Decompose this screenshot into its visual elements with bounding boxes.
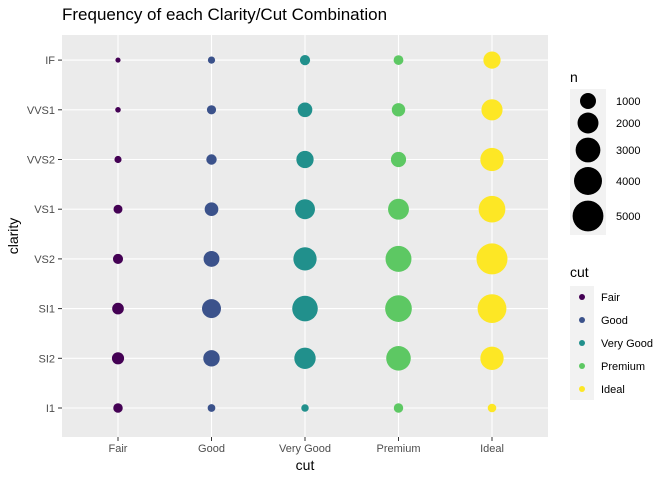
size-legend-title: n	[570, 69, 578, 85]
color-legend-key	[579, 340, 585, 346]
data-point	[207, 404, 216, 412]
data-point	[114, 155, 122, 164]
data-point	[477, 294, 507, 324]
data-point	[297, 102, 313, 118]
color-legend-label: Good	[601, 315, 628, 327]
x-tick-label: Premium	[376, 443, 420, 455]
y-tick-label: SI2	[38, 353, 55, 365]
x-axis-ticks: Fair Good Very Good Premium Ideal	[109, 437, 504, 455]
data-point	[206, 105, 217, 115]
size-legend-key	[577, 112, 599, 134]
data-point	[115, 107, 121, 113]
data-point	[292, 295, 318, 322]
data-point	[480, 346, 504, 370]
data-point	[299, 55, 311, 66]
data-point	[112, 302, 124, 315]
data-point	[483, 51, 501, 69]
color-legend-label: Fair	[601, 292, 620, 304]
size-legend-label: 1000	[616, 96, 640, 108]
data-point	[393, 55, 404, 65]
data-point	[207, 56, 216, 64]
color-legend-title: cut	[570, 264, 589, 280]
data-point	[296, 150, 314, 169]
color-legend-key	[579, 294, 585, 300]
data-point	[113, 204, 123, 214]
data-point	[203, 250, 220, 267]
color-legend-key	[579, 317, 585, 323]
data-point	[204, 202, 219, 217]
data-point	[112, 253, 124, 264]
y-tick-label: VVS1	[27, 105, 55, 117]
color-legend-label: Very Good	[601, 338, 653, 350]
data-point	[388, 198, 409, 220]
data-point	[391, 103, 406, 117]
size-legend-label: 3000	[616, 145, 640, 157]
data-point	[390, 151, 407, 168]
color-legend-key	[579, 363, 585, 369]
data-point	[487, 403, 497, 413]
data-point	[478, 195, 506, 223]
data-point	[385, 245, 412, 272]
size-legend-label: 5000	[616, 211, 640, 223]
color-legend-label: Ideal	[601, 384, 625, 396]
data-point	[393, 403, 404, 413]
data-point	[115, 57, 121, 63]
x-tick-label: Fair	[109, 443, 128, 455]
data-point	[481, 99, 503, 121]
size-legend-key	[575, 137, 601, 163]
y-tick-label: VS1	[34, 204, 55, 216]
data-point	[480, 147, 504, 172]
data-point	[113, 403, 123, 413]
color-legend-label: Premium	[601, 361, 645, 373]
y-tick-label: VS2	[34, 254, 55, 266]
x-axis-title: cut	[296, 457, 315, 473]
size-legend-key	[572, 200, 604, 232]
data-point	[202, 299, 221, 319]
y-axis-ticks: I1 SI2 SI1 VS2 VS1 VVS2 VVS1 IF	[27, 55, 62, 415]
data-point	[203, 350, 220, 367]
data-point	[476, 243, 508, 275]
color-legend: cut Fair Good Very Good Premium Ideal	[570, 264, 653, 400]
data-point	[206, 154, 217, 165]
size-legend-label: 4000	[616, 176, 640, 188]
size-legend-key	[580, 93, 596, 109]
x-tick-label: Ideal	[480, 443, 504, 455]
size-legend-key	[574, 167, 602, 195]
data-point	[294, 347, 316, 369]
color-legend-key	[579, 386, 585, 392]
y-tick-label: SI1	[38, 304, 55, 316]
y-tick-label: I1	[46, 403, 55, 415]
x-tick-label: Good	[198, 443, 225, 455]
size-legend-label: 2000	[616, 118, 640, 130]
y-axis-title: clarity	[5, 218, 21, 255]
data-point	[386, 346, 411, 371]
y-tick-label: IF	[45, 55, 55, 67]
data-point	[295, 199, 315, 220]
chart-title: Frequency of each Clarity/Cut Combinatio…	[62, 5, 387, 24]
data-point	[293, 247, 317, 271]
data-points	[111, 51, 508, 413]
size-legend: n 1000 2000 3000 4000 5000	[570, 69, 640, 235]
x-tick-label: Very Good	[279, 443, 331, 455]
data-point	[111, 352, 125, 365]
y-tick-label: VVS2	[27, 155, 55, 167]
data-point	[301, 404, 309, 412]
data-point	[385, 295, 412, 322]
